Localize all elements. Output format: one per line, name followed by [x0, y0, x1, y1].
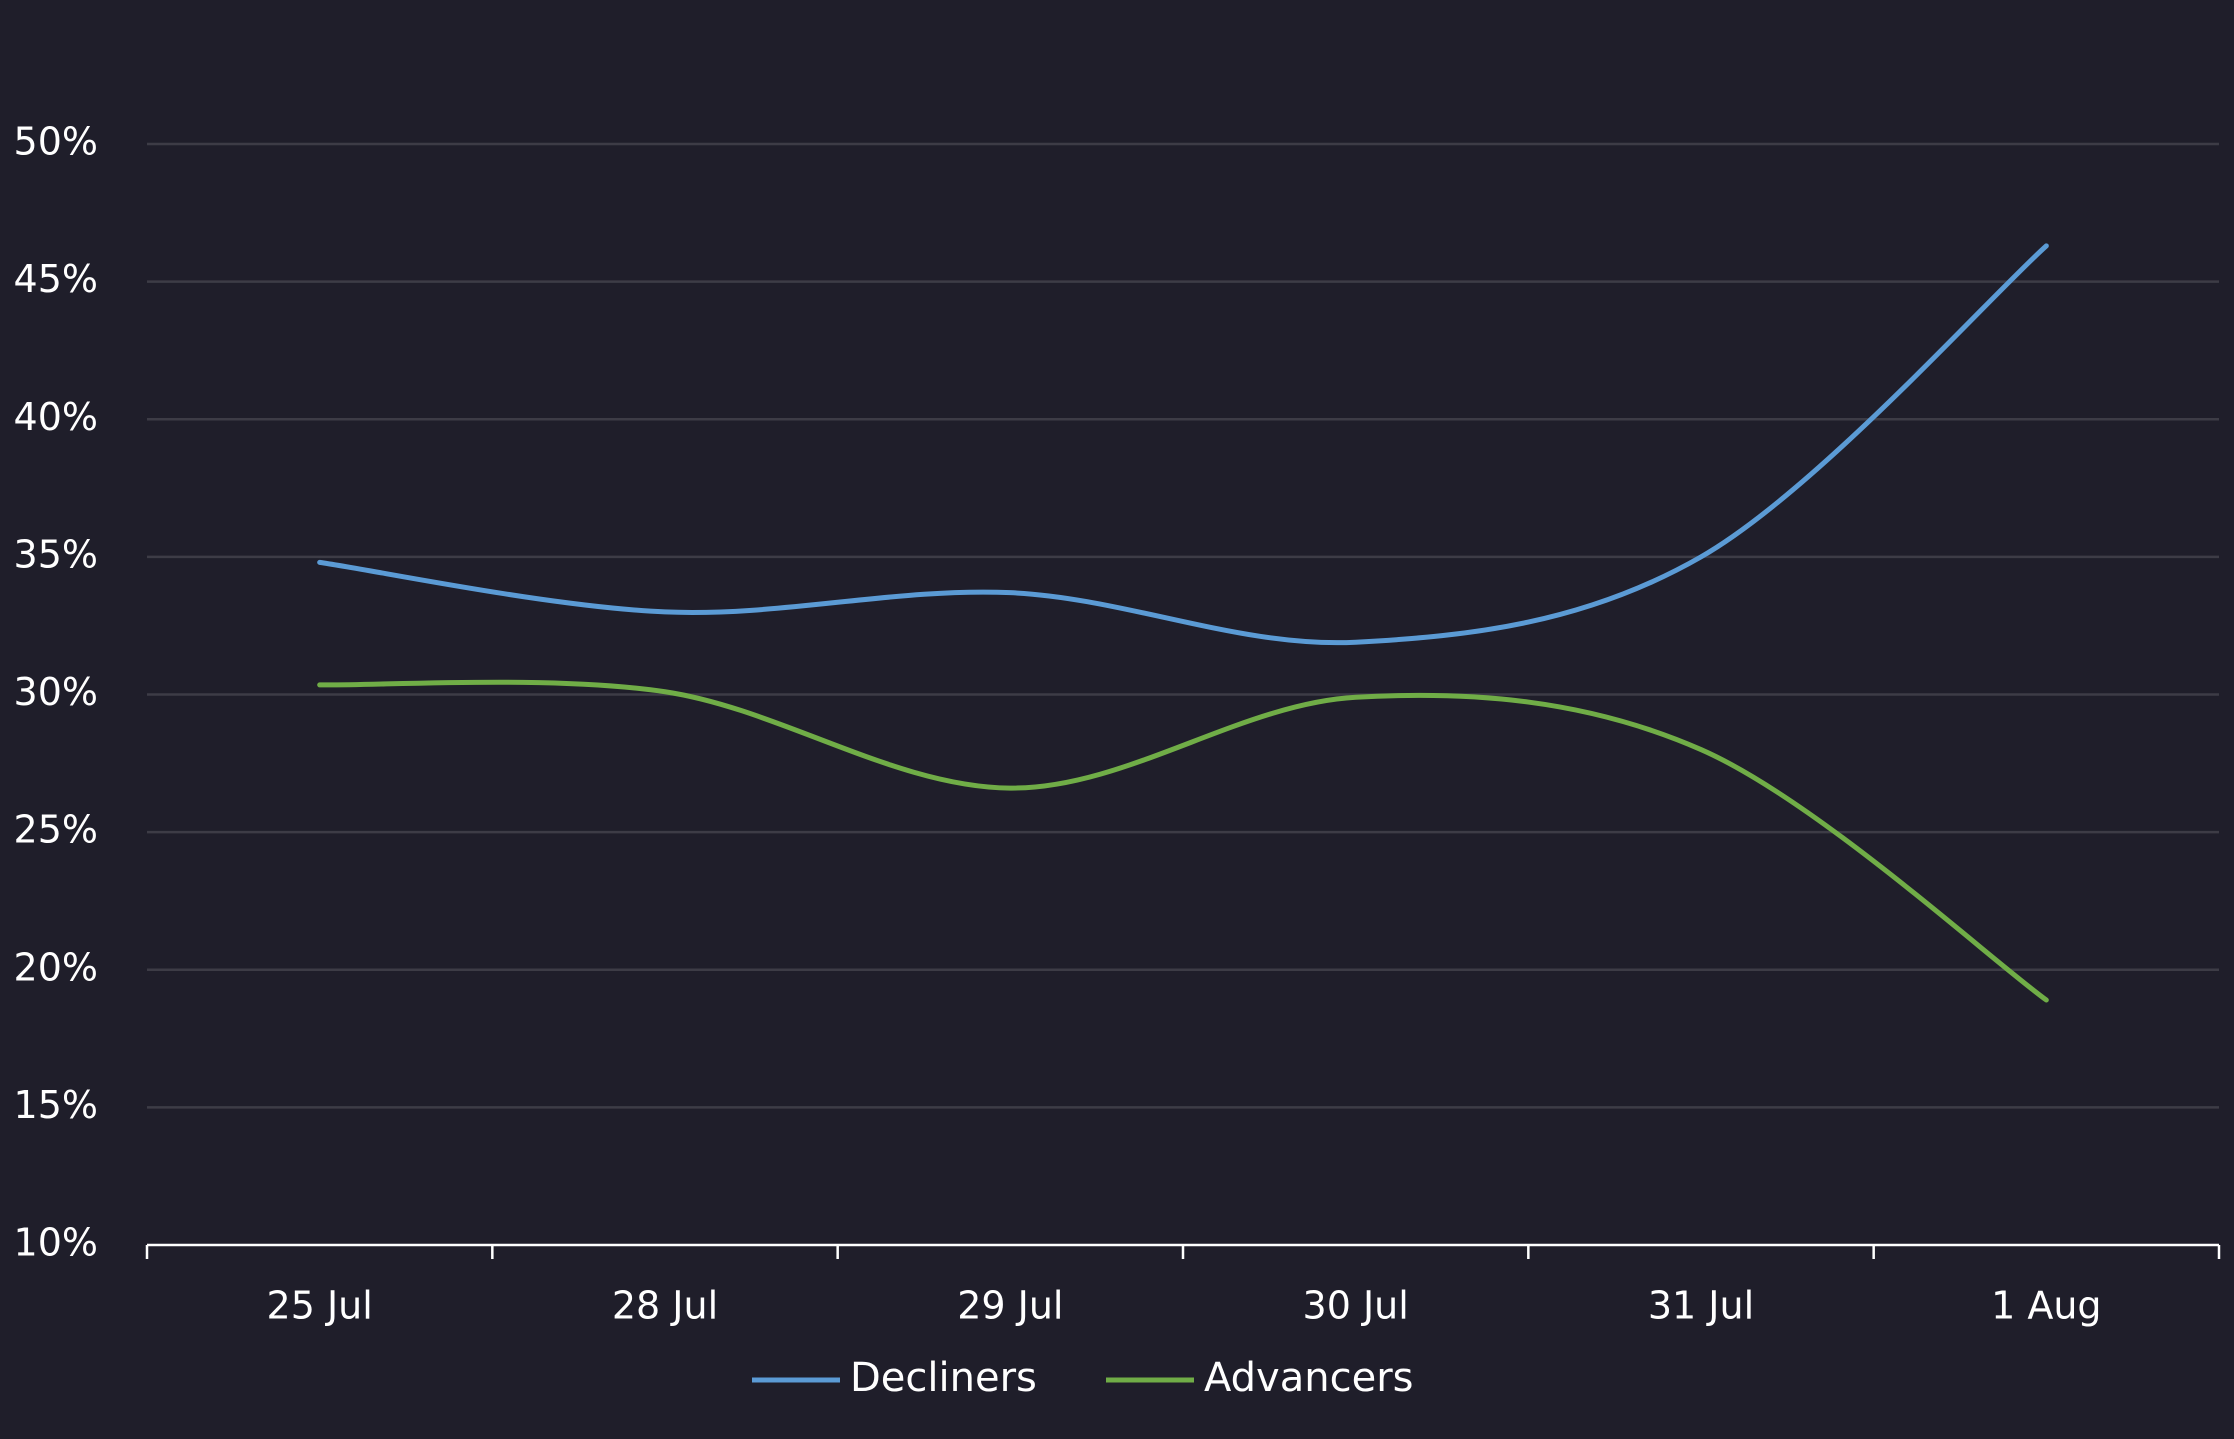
x-tick-label: 25 Jul	[267, 1284, 373, 1328]
series-line-advancers	[317, 679, 2049, 1003]
gridlines	[147, 142, 2219, 1109]
x-tick-label: 28 Jul	[612, 1284, 718, 1328]
x-axis	[145, 1243, 2221, 1259]
x-tick-label: 31 Jul	[1648, 1284, 1754, 1328]
y-tick-label: 40%	[14, 395, 98, 439]
x-tick-label: 29 Jul	[957, 1284, 1063, 1328]
series-lines	[317, 243, 2049, 1003]
y-tick-label: 25%	[14, 808, 98, 852]
legend-label: Decliners	[850, 1355, 1037, 1401]
y-tick-label: 20%	[14, 945, 98, 989]
x-tick-label: 1 Aug	[1991, 1284, 2101, 1328]
y-tick-label: 10%	[14, 1221, 98, 1265]
legend-label: Advancers	[1204, 1355, 1413, 1401]
x-tick-label: 30 Jul	[1303, 1284, 1409, 1328]
y-tick-label: 35%	[14, 532, 98, 576]
y-tick-label: 45%	[14, 257, 98, 301]
y-axis-tick-labels: 10% 15% 20% 25% 30% 35% 40% 45% 50%	[14, 120, 98, 1265]
legend: Decliners Advancers	[752, 1355, 1413, 1401]
y-tick-label: 30%	[14, 670, 98, 714]
x-axis-tick-labels: 25 Jul 28 Jul 29 Jul 30 Jul 31 Jul 1 Aug	[267, 1284, 2102, 1328]
series-line-decliners	[317, 243, 2049, 646]
y-tick-label: 50%	[14, 120, 98, 164]
y-tick-label: 15%	[14, 1083, 98, 1127]
